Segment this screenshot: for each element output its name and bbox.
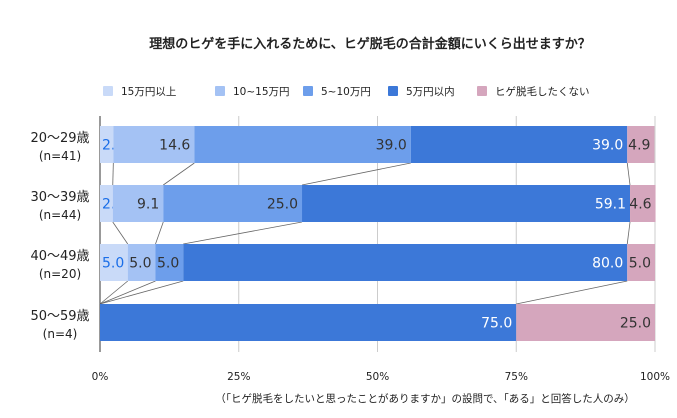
legend-swatch xyxy=(215,86,225,96)
data-label: 5.0 xyxy=(102,256,124,272)
chart-title: 理想のヒゲを手に入れるために、ヒゲ脱毛の合計金額にいくら出せますか？ xyxy=(149,36,591,52)
bar-segment xyxy=(627,126,655,163)
data-label: 25.0 xyxy=(620,316,651,332)
connector-lines xyxy=(99,162,631,305)
data-label: 59.1 xyxy=(595,197,626,213)
legend: 15万円以上 10~15万円 5~10万円 5万円以内 ヒゲ脱毛したくない xyxy=(103,85,590,98)
connector-line xyxy=(99,280,156,305)
bar-segment xyxy=(127,244,156,281)
data-label: 39.0 xyxy=(592,138,623,154)
x-tick-label: 75% xyxy=(505,371,528,383)
x-tick-labels: 0% 25% 50% 75% 100% xyxy=(92,371,670,383)
bar-segment xyxy=(302,185,631,222)
bar-segment xyxy=(410,126,628,163)
category-label: 30〜39歳 xyxy=(30,190,89,205)
legend-swatch xyxy=(103,86,113,96)
bar-segment xyxy=(100,244,128,281)
category-label: 50〜59歳 xyxy=(30,309,89,324)
data-label: 14.6 xyxy=(159,138,190,154)
connector-line xyxy=(301,162,411,186)
category-n: (n=41) xyxy=(39,149,81,163)
category-n: (n=44) xyxy=(39,208,81,222)
legend-label: 10~15万円 xyxy=(233,86,290,98)
bar-segment xyxy=(163,185,303,222)
connector-line xyxy=(99,280,184,305)
bar-segment xyxy=(194,126,411,163)
connector-line xyxy=(112,221,129,245)
category-labels: 20〜29歳 (n=41) 30〜39歳 (n=44) 40〜49歳 (n=20) 50〜5… xyxy=(30,131,89,341)
category-label: 40〜49歳 xyxy=(30,249,89,264)
connector-line xyxy=(626,221,631,245)
data-label: 25.0 xyxy=(267,197,298,213)
x-tick-label: 50% xyxy=(366,371,389,383)
footnote: （「ヒゲ脱毛をしたいと思ったことがありますか」の設問で、「ある」と回答した人のみ… xyxy=(215,392,635,405)
bar-segment xyxy=(112,185,164,222)
bar-segment xyxy=(155,244,184,281)
legend-label: ヒゲ脱毛したくない xyxy=(495,85,590,98)
connector-line xyxy=(183,221,303,245)
bar-segment xyxy=(100,126,114,163)
data-label: 5.0 xyxy=(129,256,151,272)
bar-segment xyxy=(627,244,655,281)
bar-segment xyxy=(100,185,113,222)
category-n: (n=4) xyxy=(43,327,78,341)
legend-label: 5~10万円 xyxy=(321,86,371,98)
bar-segment xyxy=(183,244,628,281)
legend-swatch xyxy=(303,86,313,96)
x-tick-label: 25% xyxy=(227,371,250,383)
legend-swatch xyxy=(477,86,487,96)
data-label: 4.6 xyxy=(629,197,651,213)
data-label: 39.0 xyxy=(376,138,407,154)
connector-line xyxy=(112,162,114,186)
bar-segment xyxy=(516,304,655,341)
legend-swatch xyxy=(388,86,398,96)
connector-line xyxy=(155,221,164,245)
bars: 2.414.639.039.04.92.39.125.059.14.65.05.… xyxy=(100,126,656,341)
data-label: 5.0 xyxy=(629,256,651,272)
bar-segment xyxy=(100,304,517,341)
connector-line xyxy=(163,162,195,186)
category-label: 20〜29歳 xyxy=(30,131,89,146)
data-label: 80.0 xyxy=(592,256,623,272)
bar-segment xyxy=(113,126,195,163)
connector-line xyxy=(626,162,631,186)
data-label: 9.1 xyxy=(137,197,159,213)
data-label: 5.0 xyxy=(157,256,179,272)
bar-segment xyxy=(630,185,656,222)
data-label: 4.9 xyxy=(628,138,650,154)
category-n: (n=20) xyxy=(39,267,81,281)
legend-label: 15万円以上 xyxy=(121,86,176,98)
data-label: 75.0 xyxy=(481,316,512,332)
connector-line xyxy=(99,280,129,305)
connector-line xyxy=(516,280,628,305)
x-tick-label: 100% xyxy=(640,371,670,383)
legend-label: 5万円以内 xyxy=(406,85,455,98)
x-tick-label: 0% xyxy=(92,371,109,383)
